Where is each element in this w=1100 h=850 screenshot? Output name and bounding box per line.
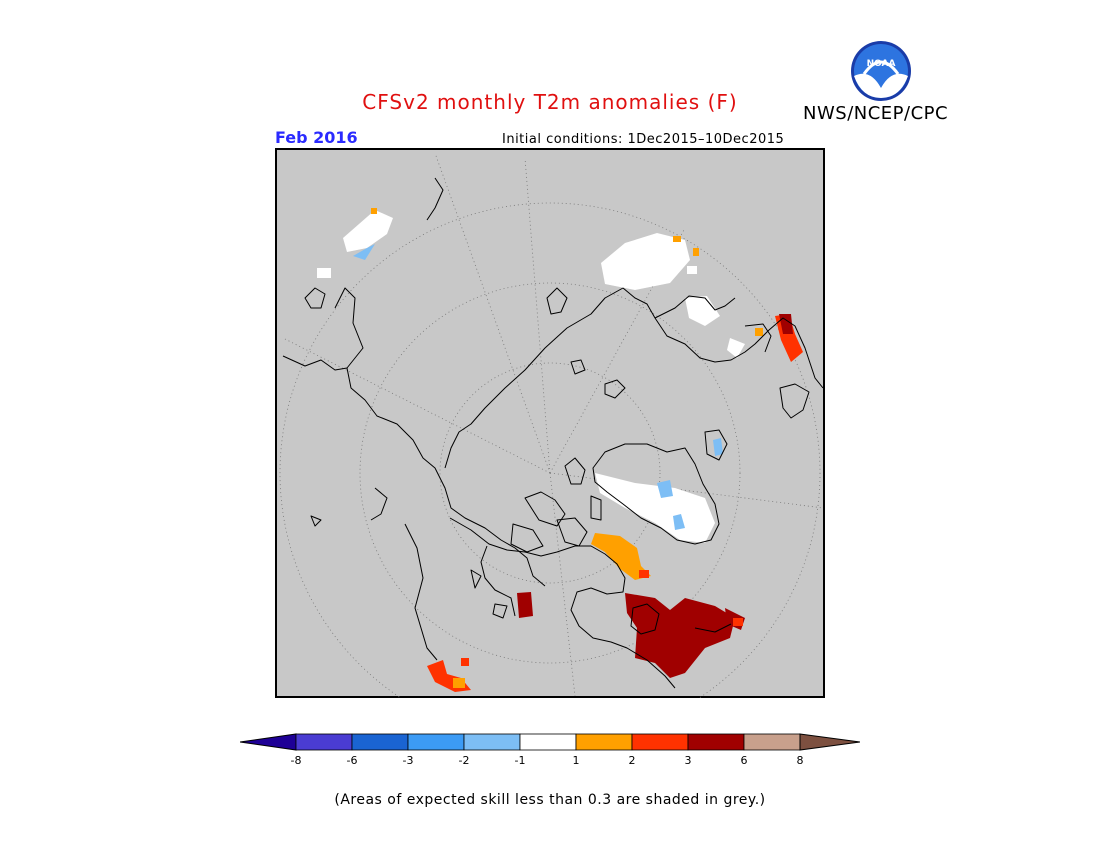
- initial-conditions: Initial conditions: 1Dec2015–10Dec2015: [502, 132, 785, 147]
- legend-tick-label: -1: [515, 754, 526, 767]
- agency-label: NWS/NCEP/CPC: [803, 103, 949, 124]
- skill-footnote: (Areas of expected skill less than 0.3 a…: [334, 792, 766, 808]
- legend-tick-label: 8: [797, 754, 804, 767]
- legend-bin: [239, 733, 297, 751]
- legend-bin: [631, 733, 689, 751]
- legend-bin: [743, 733, 801, 751]
- graticule: [279, 152, 824, 744]
- legend-bin: [519, 733, 577, 751]
- legend-tick-label: -6: [347, 754, 358, 767]
- legend-bin: [575, 733, 633, 751]
- forecast-month: Feb 2016: [275, 128, 358, 147]
- legend-colorbar: -8 -6 -3 -2 -1 1 2 3 6 8: [239, 732, 861, 772]
- legend-tick-label: 2: [629, 754, 636, 767]
- polar-map: [275, 148, 825, 744]
- legend-bin: [295, 733, 353, 751]
- legend-bin: [463, 733, 521, 751]
- legend-bin: [351, 733, 409, 751]
- legend-bin: [687, 733, 745, 751]
- legend-bin: [407, 733, 465, 751]
- svg-text:NOAA: NOAA: [867, 59, 896, 69]
- legend-bin: [799, 733, 861, 751]
- legend-tick-label: 6: [741, 754, 748, 767]
- legend-tick-label: 1: [573, 754, 580, 767]
- noaa-logo: NOAA: [850, 40, 912, 102]
- anomaly-shading: [317, 208, 803, 692]
- legend-tick-label: -2: [459, 754, 470, 767]
- coastlines: [282, 177, 824, 689]
- legend-tick-label: -8: [291, 754, 302, 767]
- legend-tick-label: -3: [403, 754, 414, 767]
- legend-tick-label: 3: [685, 754, 692, 767]
- map-title: CFSv2 monthly T2m anomalies (F): [362, 90, 738, 114]
